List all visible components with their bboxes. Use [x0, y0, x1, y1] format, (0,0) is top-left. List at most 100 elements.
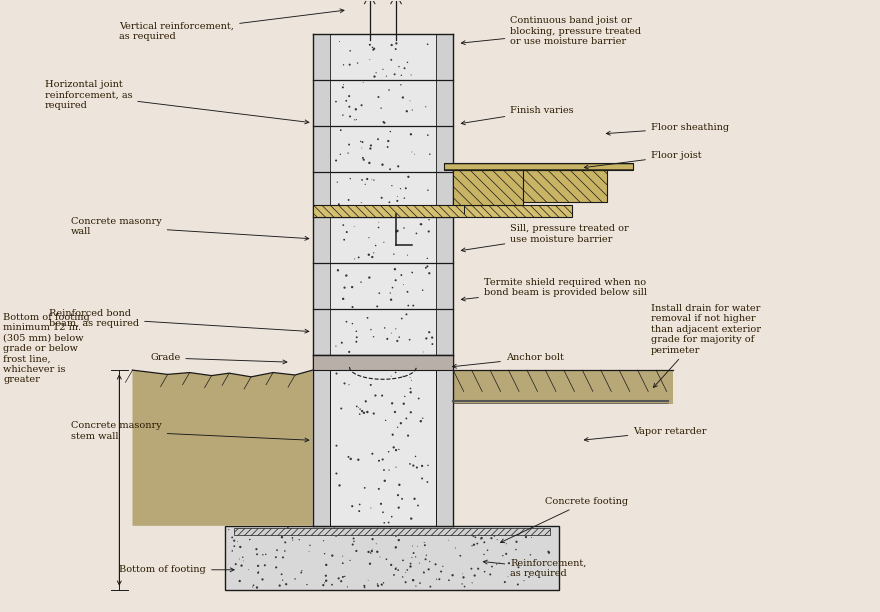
Text: Floor sheathing: Floor sheathing	[606, 123, 729, 135]
Point	[422, 556, 436, 566]
Text: Floor joist: Floor joist	[584, 151, 701, 169]
Point	[394, 270, 408, 280]
Point	[342, 91, 356, 101]
Point	[365, 42, 379, 52]
Bar	[330, 263, 436, 309]
Point	[367, 248, 381, 258]
Point	[385, 560, 399, 570]
Point	[399, 184, 413, 193]
Point	[403, 96, 417, 106]
Point	[353, 499, 367, 509]
Point	[356, 137, 370, 147]
Point	[410, 542, 424, 551]
Bar	[312, 126, 330, 171]
Point	[382, 518, 396, 528]
Point	[394, 80, 408, 90]
Point	[390, 196, 404, 206]
Point	[417, 529, 431, 539]
Bar	[436, 370, 453, 526]
Point	[383, 288, 397, 298]
Point	[421, 253, 435, 263]
Bar	[436, 126, 453, 171]
Bar	[312, 205, 572, 217]
Bar	[330, 309, 436, 355]
Point	[378, 323, 392, 333]
Point	[357, 408, 371, 418]
Point	[542, 529, 556, 539]
Point	[355, 406, 369, 416]
Point	[396, 371, 410, 381]
Point	[354, 136, 368, 146]
Point	[267, 528, 281, 538]
Point	[246, 580, 260, 590]
Text: Reinforcement,
as required: Reinforcement, as required	[483, 559, 587, 578]
Point	[414, 416, 428, 426]
Point	[524, 532, 539, 542]
Point	[380, 142, 394, 152]
Point	[318, 578, 332, 588]
Point	[404, 408, 418, 417]
Point	[401, 172, 415, 182]
Point	[353, 409, 367, 419]
Point	[495, 551, 510, 561]
Point	[403, 373, 417, 382]
Point	[477, 550, 491, 559]
Point	[396, 572, 410, 582]
Point	[232, 576, 246, 586]
Point	[365, 449, 379, 458]
Point	[329, 368, 343, 378]
Point	[343, 46, 357, 56]
Point	[501, 572, 515, 581]
Point	[384, 295, 398, 305]
Point	[385, 512, 399, 521]
Point	[345, 282, 359, 292]
Point	[231, 537, 245, 547]
Point	[345, 501, 359, 511]
Point	[509, 545, 523, 554]
Bar	[312, 309, 330, 355]
Point	[414, 219, 428, 229]
Point	[471, 564, 485, 573]
Point	[415, 474, 429, 483]
Point	[360, 407, 374, 417]
Point	[405, 553, 419, 562]
Point	[252, 567, 266, 577]
Point	[493, 558, 507, 567]
Point	[227, 536, 241, 545]
Point	[331, 266, 345, 275]
Point	[384, 204, 398, 214]
Point	[524, 550, 538, 560]
Bar	[312, 370, 330, 526]
Bar	[436, 217, 453, 263]
Point	[392, 444, 406, 454]
Point	[374, 499, 388, 509]
Point	[400, 310, 414, 319]
Point	[416, 347, 430, 357]
Point	[378, 118, 392, 128]
Point	[542, 548, 556, 558]
Point	[362, 250, 376, 259]
Point	[370, 539, 384, 549]
Point	[334, 149, 348, 159]
Point	[317, 536, 331, 546]
Text: Sill, pressure treated or
use moisture barrier: Sill, pressure treated or use moisture b…	[461, 224, 629, 252]
Point	[414, 528, 428, 538]
Point	[405, 105, 419, 115]
Point	[396, 280, 410, 289]
Point	[407, 149, 422, 159]
Point	[404, 513, 418, 523]
Point	[279, 580, 293, 589]
Text: Termite shield required when no
bond beam is provided below sill: Termite shield required when no bond bea…	[461, 278, 647, 301]
Point	[225, 532, 239, 542]
Point	[350, 58, 364, 68]
Point	[363, 559, 377, 569]
Point	[418, 540, 432, 550]
Point	[396, 92, 410, 102]
Point	[414, 219, 429, 229]
Point	[488, 531, 502, 540]
Point	[363, 273, 377, 283]
Point	[399, 577, 413, 587]
Point	[432, 574, 446, 584]
Point	[379, 71, 393, 81]
Point	[364, 174, 378, 184]
